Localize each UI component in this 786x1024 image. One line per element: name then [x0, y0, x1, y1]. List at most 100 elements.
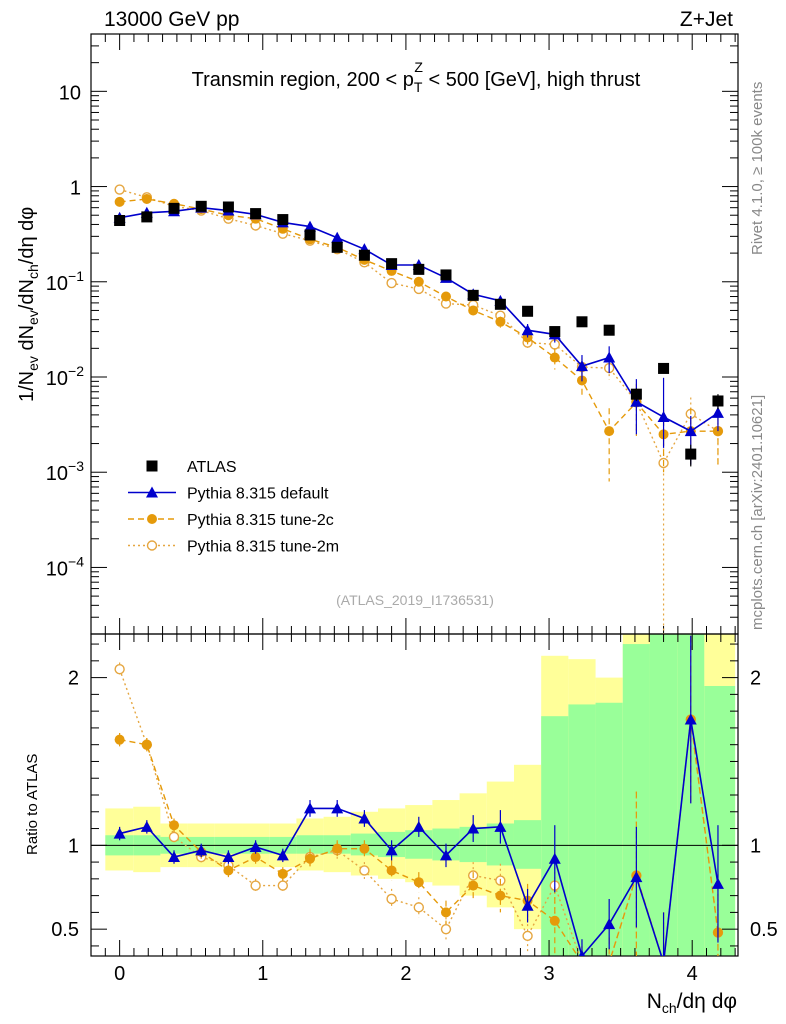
ratio-point-default — [276, 849, 289, 861]
main-line-tune2c — [119, 198, 718, 436]
x-tick-label: 4 — [687, 963, 698, 985]
main-point-atlas — [250, 208, 262, 220]
ratio-point-default — [521, 899, 534, 911]
ratio-band-inner — [649, 634, 678, 956]
ratio-point-tune2c — [577, 958, 587, 968]
main-point-atlas — [576, 316, 588, 328]
ratio-band-inner — [296, 835, 324, 854]
ratio-point-default — [439, 849, 452, 861]
ratio-point-default — [658, 957, 670, 968]
ratio-point-tune2c — [359, 843, 370, 854]
ratio-y-tick-label-left: 0.5 — [51, 919, 79, 941]
main-line-tune2m — [119, 188, 719, 465]
main-series-atlas — [114, 200, 724, 467]
main-point-tune2c — [468, 305, 479, 316]
main-point-atlas — [222, 201, 234, 213]
main-point-tune2m — [114, 184, 125, 195]
ratio-point-tune2m — [168, 831, 180, 843]
main-point-tune2c — [141, 194, 152, 205]
main-point-atlas — [168, 202, 180, 214]
legend-marker-tune2c — [147, 514, 157, 524]
main-point-default — [575, 360, 588, 372]
title-part-1: Transmin region, 200 < p — [192, 69, 414, 91]
main-point-atlas — [114, 215, 126, 227]
legend-label-atlas: ATLAS — [187, 459, 237, 476]
ratio-y-tick-label-left: 1 — [68, 835, 79, 857]
ratio-point-tune2m — [114, 664, 125, 675]
ratio-point-default — [603, 918, 616, 930]
xlabel-sub-ch: ch — [662, 1000, 677, 1016]
main-point-atlas — [494, 298, 506, 310]
legend-marker-default — [146, 486, 158, 498]
ratio-point-tune2m — [605, 958, 614, 967]
ratio-point-default — [358, 812, 371, 824]
x-axis-label: Nch/dη dφ — [647, 990, 737, 1016]
legend-label-tune2m: Pythia 8.315 tune-2m — [187, 539, 339, 556]
ratio-point-tune2m — [440, 923, 452, 935]
y-tick-label-exponent: −1 — [68, 268, 84, 284]
main-point-tune2c — [495, 316, 506, 327]
legend: ATLAS Pythia 8.315 default Pythia 8.315 tu… — [128, 459, 339, 556]
ratio-point-tune2m — [413, 902, 424, 913]
ratio-point-default — [578, 950, 586, 956]
rivet-label: Rivet 4.1.0, ≥ 100k events — [749, 82, 766, 255]
legend-entry-atlas: ATLAS — [146, 459, 237, 476]
title-part-2: < 500 [GeV], high thrust — [423, 69, 641, 91]
main-point-atlas — [603, 324, 615, 336]
y-tick-label: 10−3 — [46, 458, 84, 485]
main-point-default — [304, 220, 317, 232]
y-tick-label: 10−1 — [46, 268, 84, 295]
ratio-point-tune2m — [577, 958, 586, 967]
main-point-default — [603, 351, 616, 363]
ylabel-p3: /dN — [16, 279, 38, 310]
ratio-point-tune2c — [604, 958, 614, 968]
ratio-point-tune2c — [114, 734, 125, 745]
main-point-atlas — [658, 362, 670, 374]
main-point-atlas — [277, 214, 289, 226]
main-point-atlas — [331, 241, 343, 253]
ratio-point-default — [630, 871, 643, 883]
plot-title: Transmin region, 200 < pTZ < 500 [GeV], … — [192, 59, 641, 95]
main-point-atlas — [630, 388, 642, 400]
y-tick-label-base: 1 — [70, 178, 81, 200]
main-point-default — [331, 231, 344, 243]
y-tick-label: 10−2 — [46, 363, 84, 390]
process-label: Z+Jet — [680, 8, 733, 31]
y-tick-label: 10 — [59, 82, 81, 104]
main-point-tune2m — [386, 277, 397, 289]
ratio-point-tune2c — [549, 915, 560, 926]
ratio-point-tune2c — [141, 739, 152, 750]
ylabel-p1: 1/N — [16, 371, 38, 402]
y-tick-label-base: 10 — [59, 82, 81, 104]
ratio-series — [113, 635, 724, 968]
y-tick-label-exponent: −4 — [68, 553, 84, 569]
ratio-point-tune2m — [359, 865, 370, 876]
main-point-atlas — [141, 211, 153, 223]
ylabel-sub-ev1: ev — [25, 356, 41, 371]
ratio-point-tune2c — [277, 868, 288, 879]
xlabel-rest: /dη dφ — [677, 990, 737, 1013]
ratio-point-default — [168, 851, 181, 863]
title-sup-z: Z — [414, 59, 423, 75]
main-point-tune2c — [114, 196, 125, 207]
ratio-point-default — [222, 851, 235, 863]
ylabel-p4: /dη dφ — [16, 207, 38, 264]
y-tick-label: 1 — [70, 178, 81, 200]
ratio-point-tune2m — [277, 880, 289, 891]
ratio-y-axis-label: Ratio to ATLAS — [24, 754, 41, 855]
main-point-default — [684, 425, 697, 437]
x-tick-label: 2 — [400, 963, 411, 985]
main-point-default — [657, 411, 670, 423]
ratio-point-tune2c — [305, 853, 316, 864]
main-point-tune2c — [413, 276, 424, 287]
ratio-point-tune2c — [386, 865, 397, 876]
mcplots-label: mcplots.cern.ch [arXiv:2401.10621] — [749, 395, 766, 630]
ratio-point-default — [684, 713, 697, 725]
ratio-point-tune2c — [169, 820, 180, 831]
ratio-point-tune2c — [250, 852, 261, 863]
ratio-point-default — [412, 820, 425, 832]
y-tick-label-exponent: −2 — [68, 363, 84, 379]
ratio-y-tick-label-right: 0.5 — [750, 919, 778, 941]
